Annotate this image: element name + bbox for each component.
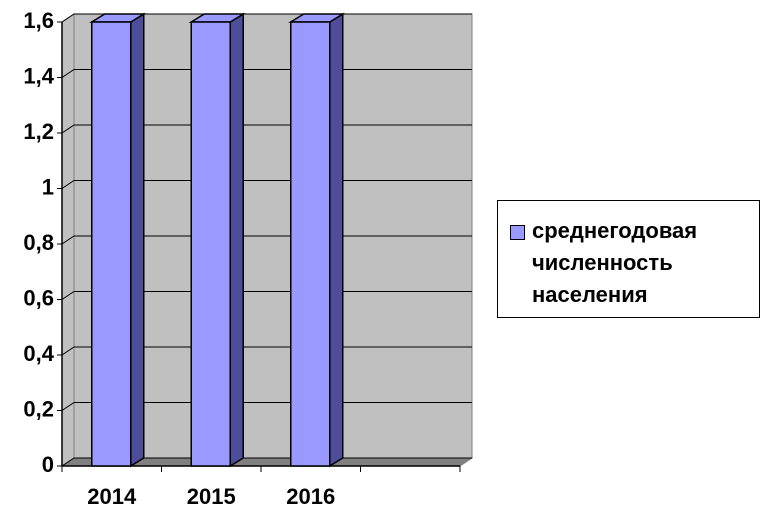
legend-swatch bbox=[510, 225, 525, 240]
y-tick-label: 0 bbox=[42, 452, 54, 477]
x-tick-label: 2015 bbox=[187, 484, 236, 509]
bar-front bbox=[290, 21, 331, 467]
bar bbox=[288, 12, 346, 468]
y-tick-label: 0,8 bbox=[23, 230, 54, 255]
bar-front bbox=[91, 21, 132, 467]
y-tick-label: 1,2 bbox=[23, 119, 54, 144]
bar-side bbox=[329, 12, 344, 468]
y-tick-label: 0,4 bbox=[23, 341, 54, 366]
bar-front bbox=[190, 21, 231, 467]
bar-side bbox=[229, 12, 244, 468]
x-tick-label: 2014 bbox=[87, 484, 137, 509]
bar bbox=[89, 12, 147, 468]
x-tick-label: 2016 bbox=[286, 484, 335, 509]
y-tick-label: 1 bbox=[42, 174, 54, 199]
bar bbox=[188, 12, 246, 468]
y-tick-label: 1,6 bbox=[23, 8, 54, 33]
legend: среднегодовая численность населения bbox=[497, 200, 760, 318]
bar-side bbox=[130, 12, 145, 468]
y-tick-label: 1,4 bbox=[23, 63, 54, 88]
y-tick-label: 0,2 bbox=[23, 396, 54, 421]
legend-label: среднегодовая численность населения bbox=[532, 218, 698, 307]
y-tick-label: 0,6 bbox=[23, 285, 54, 310]
